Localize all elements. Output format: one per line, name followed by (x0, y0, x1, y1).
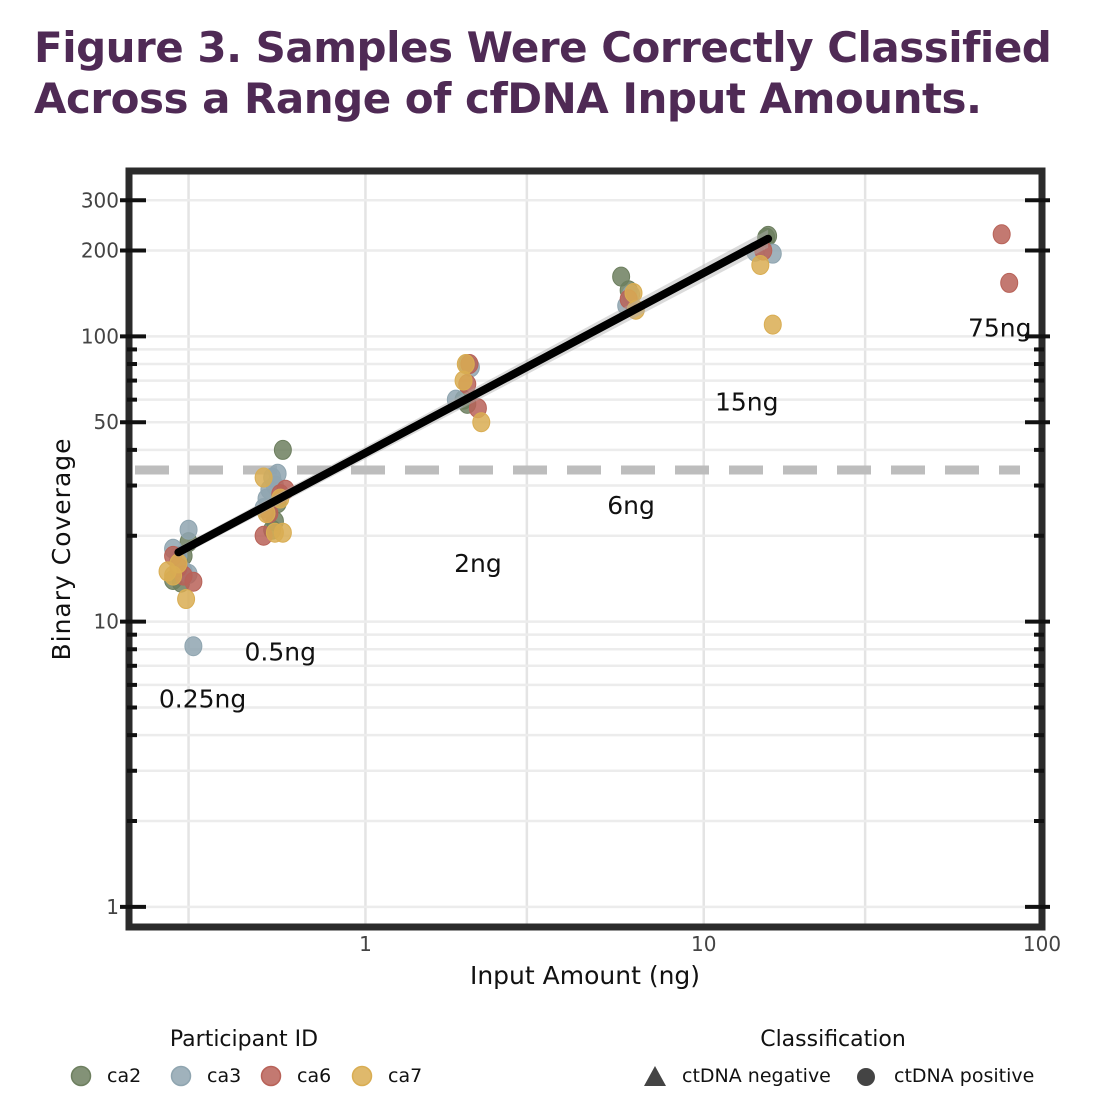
data-point-ca7 (254, 467, 273, 488)
data-point-ca2 (273, 439, 292, 460)
data-point-ca6 (992, 224, 1011, 245)
data-point-ca3 (179, 519, 198, 540)
data-point-ca7 (751, 254, 770, 275)
gridlines (129, 171, 1042, 927)
legend-classification-title: Classification (760, 1027, 906, 1052)
x-tick-label: 10 (691, 932, 716, 956)
group-label: 6ng (607, 491, 655, 520)
data-point-ca7 (177, 589, 196, 610)
y-tick-label: 200 (81, 239, 119, 263)
data-point-ca7 (472, 412, 491, 433)
y-axis-title: Binary Coverage (47, 437, 76, 660)
legend-swatch-ca3 (170, 1065, 192, 1087)
figure-title-line-2: Across a Range of cfDNA Input Amounts. (34, 74, 982, 123)
data-point-ca3 (184, 636, 203, 657)
data-point-ca7 (763, 314, 782, 335)
x-tick-label: 1 (359, 932, 372, 956)
y-tick-label: 100 (81, 324, 119, 348)
y-tick-label: 300 (81, 188, 119, 212)
data-point-ca7 (273, 522, 292, 543)
group-label: 0.25ng (159, 684, 246, 713)
legend-swatch-ca7 (351, 1065, 373, 1087)
data-point-ca6 (1000, 272, 1019, 293)
legend-circle-icon (857, 1068, 875, 1086)
axis-ticks: 1 10 50 100 200 300 1 10 100 (81, 188, 1061, 956)
legend: Participant ID Classification ca2 ca3 ca6 c… (70, 1027, 1034, 1087)
data-point-ca7 (456, 354, 475, 375)
legend-triangle-icon (644, 1066, 666, 1086)
y-tick-label: 1 (106, 895, 119, 919)
trend-line (174, 234, 773, 557)
legend-label-ca2: ca2 (107, 1065, 141, 1087)
figure-title: Figure 3. Samples Were Correctly Classif… (34, 22, 1052, 124)
figure-title-line-1: Figure 3. Samples Were Correctly Classif… (34, 23, 1052, 72)
data-point-ca6 (184, 571, 203, 592)
legend-swatch-ca2 (70, 1065, 92, 1087)
x-tick-label: 100 (1023, 932, 1061, 956)
legend-label-negative: ctDNA negative (682, 1065, 831, 1087)
group-label: 2ng (454, 549, 502, 578)
legend-label-ca6: ca6 (297, 1065, 331, 1087)
y-tick-label: 10 (94, 610, 119, 634)
group-label: 0.5ng (245, 638, 316, 667)
legend-label-positive: ctDNA positive (894, 1065, 1034, 1087)
y-tick-label: 50 (94, 410, 119, 434)
legend-items: ca2 ca3 ca6 ca7 ctDNA negative ctDNA positive (70, 1065, 1034, 1087)
group-labels: 0.25ng 0.5ng 2ng 6ng 15ng 75ng (159, 313, 1032, 713)
group-label: 15ng (715, 387, 779, 416)
plot-background (129, 171, 1042, 927)
legend-label-ca7: ca7 (388, 1065, 422, 1087)
legend-swatch-ca6 (260, 1065, 282, 1087)
data-point-ca7 (454, 370, 473, 391)
plot-frame (125, 167, 1046, 931)
x-axis-title: Input Amount (ng) (470, 961, 700, 990)
legend-label-ca3: ca3 (207, 1065, 241, 1087)
group-label: 75ng (968, 313, 1032, 342)
legend-participant-title: Participant ID (170, 1027, 318, 1052)
